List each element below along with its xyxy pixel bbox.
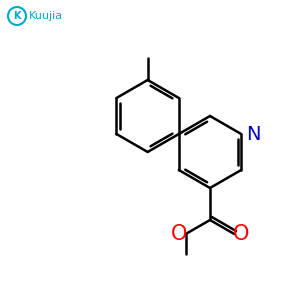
Text: K: K xyxy=(13,11,21,21)
Text: Kuujia: Kuujia xyxy=(29,11,63,21)
Text: N: N xyxy=(246,124,261,143)
Text: O: O xyxy=(171,224,187,244)
Text: O: O xyxy=(233,224,249,244)
